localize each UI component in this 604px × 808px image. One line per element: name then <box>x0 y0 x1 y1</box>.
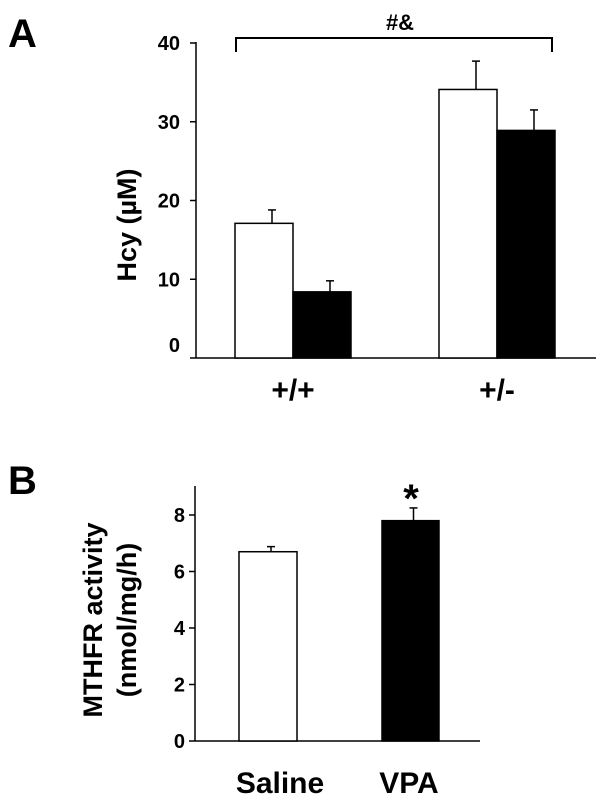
panel-b-y-tick-label: 8 <box>174 505 185 527</box>
panel-b-category-label: Saline <box>236 767 324 800</box>
panel-b-category-label: VPA <box>379 767 438 800</box>
panel-b-plot: 0 2 4 6 8 Saline VPA <box>174 486 480 800</box>
panel-a-bar <box>438 88 498 359</box>
panel-a-y-tick-label: 0 <box>169 335 180 357</box>
panel-a-bar <box>292 291 352 359</box>
panel-b-bar <box>381 519 440 742</box>
panel-a-y-tick-label: 20 <box>158 191 180 213</box>
panel-a-bar <box>496 129 556 359</box>
panel-a-y-tick-label: 40 <box>158 33 180 55</box>
panel-b-y-axis-unit: (nmol/mg/h) <box>112 543 142 697</box>
panel-a: A Hcy (µM) 0 10 20 30 40 +/+ +/- #& <box>8 10 596 407</box>
panel-b-y-tick-label: 0 <box>174 731 185 753</box>
panel-b-y-tick-label: 6 <box>174 562 185 584</box>
panel-a-category-label: +/+ <box>271 374 314 407</box>
panel-b-y-tick-label: 4 <box>174 618 186 640</box>
panel-a-plot: 0 10 20 30 40 +/+ +/- <box>158 33 596 407</box>
panel-b-letter: B <box>8 459 37 503</box>
panel-b-y-tick-label: 2 <box>174 675 185 697</box>
panel-a-letter: A <box>8 12 37 56</box>
panel-b: B MTHFR activity (nmol/mg/h) 0 2 4 6 8 Saline… <box>8 459 480 800</box>
panel-b-significance-annotation: * <box>403 477 419 521</box>
panel-a-y-axis-label: Hcy (µM) <box>112 168 142 281</box>
panel-a-y-tick-label: 10 <box>158 269 180 291</box>
panel-b-bar <box>238 550 298 742</box>
panel-a-significance-annotation: #& <box>386 10 414 35</box>
panel-a-bar <box>234 222 294 359</box>
panel-a-category-label: +/- <box>479 374 515 407</box>
panel-b-y-axis-label: MTHFR activity <box>78 522 108 717</box>
panel-a-significance-bracket <box>235 37 553 52</box>
panel-a-y-tick-label: 30 <box>158 112 180 134</box>
